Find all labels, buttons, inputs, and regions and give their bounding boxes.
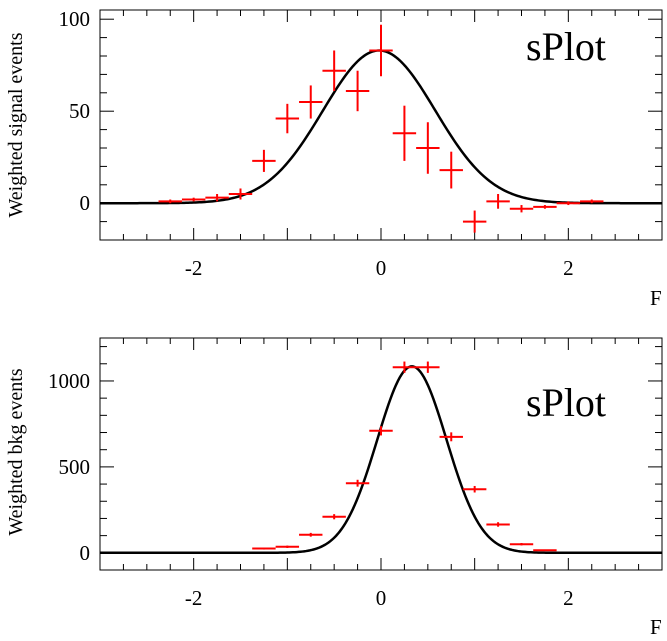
x-tick-label: -2 <box>185 256 203 280</box>
data-point <box>181 197 206 202</box>
data-point <box>369 426 393 436</box>
data-point <box>345 479 370 487</box>
data-point <box>252 149 276 172</box>
y-tick-label: 1000 <box>48 369 90 393</box>
data-point <box>205 194 229 202</box>
data-point <box>416 361 440 373</box>
y-tick-label: 50 <box>69 99 90 123</box>
data-point <box>533 205 557 209</box>
chart-title: sPlot <box>526 380 606 425</box>
chart-title: sPlot <box>526 24 606 69</box>
data-point <box>439 432 463 442</box>
data-point <box>462 210 487 233</box>
data-point <box>439 151 463 189</box>
data-point <box>322 514 346 520</box>
x-axis-label: F <box>650 615 662 639</box>
data-point <box>252 547 276 550</box>
x-tick-label: -2 <box>185 586 203 610</box>
data-point <box>299 532 323 537</box>
x-tick-label: 2 <box>563 256 574 280</box>
data-point <box>392 105 417 161</box>
data-point <box>275 545 300 549</box>
data-point <box>533 549 557 552</box>
x-tick-label: 2 <box>563 586 574 610</box>
data-point <box>509 543 534 546</box>
data-point <box>580 199 604 204</box>
data-point <box>228 188 253 200</box>
plot-frame <box>99 337 663 571</box>
data-point <box>486 522 510 527</box>
x-tick-label: 0 <box>376 256 387 280</box>
data-point <box>486 194 510 209</box>
y-tick-label: 500 <box>59 455 91 479</box>
data-point <box>556 201 581 206</box>
data-point <box>275 103 300 134</box>
y-axis-label: Weighted bkg events <box>5 368 27 535</box>
data-point <box>392 361 417 373</box>
data-point <box>158 199 182 204</box>
data-point <box>462 485 487 493</box>
y-axis-label: Weighted signal events <box>5 32 27 217</box>
x-tick-label: 0 <box>376 586 387 610</box>
y-tick-label: 100 <box>59 7 91 31</box>
data-point <box>322 50 346 91</box>
data-point <box>369 24 393 77</box>
y-tick-label: 0 <box>80 541 91 565</box>
y-tick-label: 0 <box>80 191 91 215</box>
data-point <box>299 85 323 119</box>
data-point <box>345 70 370 112</box>
data-point <box>509 205 534 213</box>
data-point <box>416 122 440 174</box>
x-axis-label: F <box>650 286 662 310</box>
